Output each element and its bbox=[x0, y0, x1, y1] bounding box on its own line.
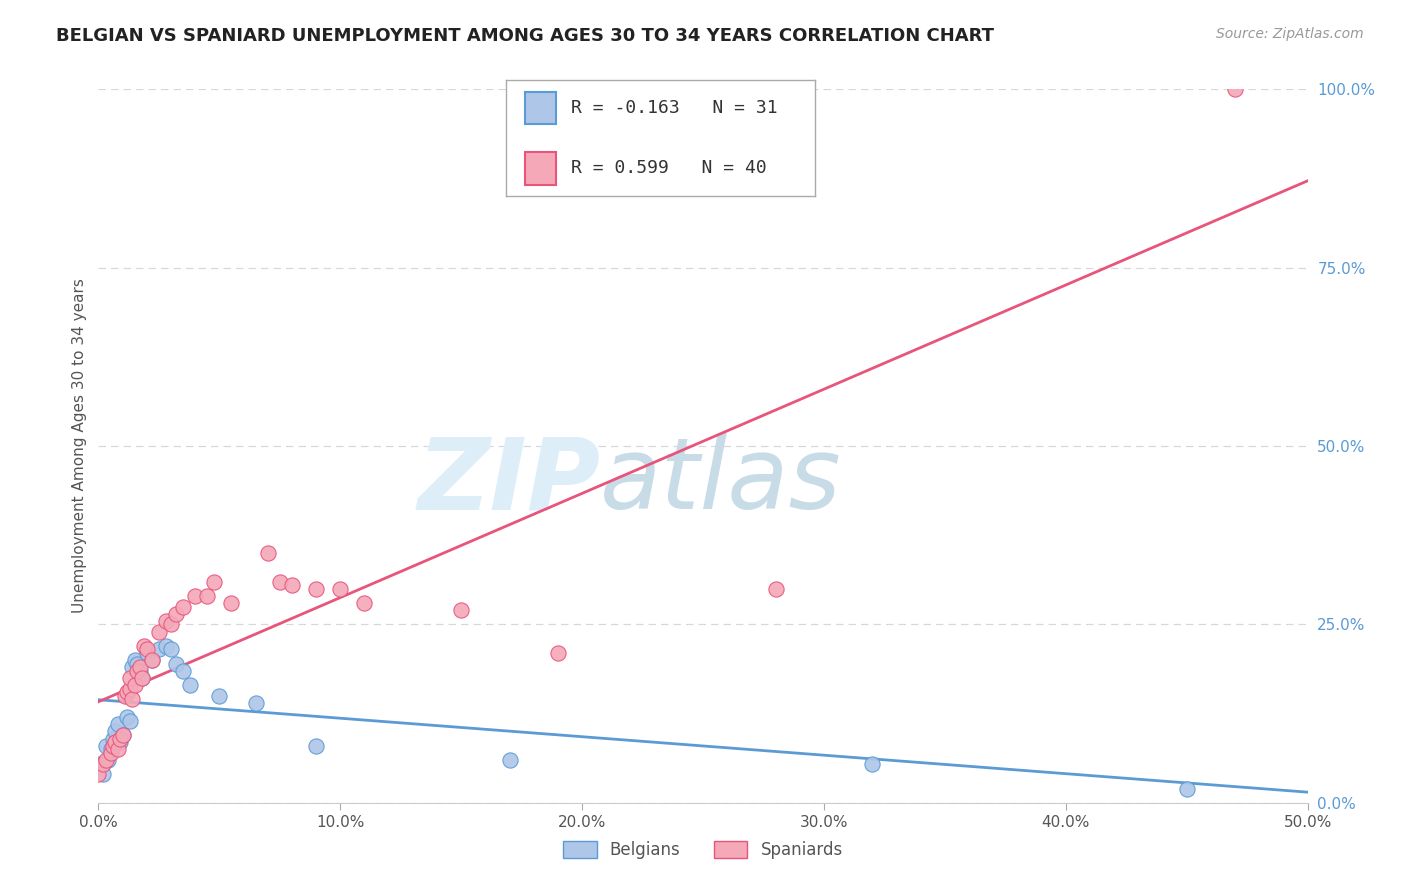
Point bbox=[172, 599, 194, 614]
FancyBboxPatch shape bbox=[524, 153, 555, 185]
Point bbox=[114, 689, 136, 703]
Point bbox=[281, 578, 304, 592]
Point bbox=[94, 739, 117, 753]
Point bbox=[111, 728, 134, 742]
Point bbox=[127, 657, 149, 671]
Point bbox=[135, 642, 157, 657]
Point bbox=[104, 724, 127, 739]
Point bbox=[148, 642, 170, 657]
Point bbox=[165, 657, 187, 671]
Point bbox=[108, 735, 131, 749]
Point bbox=[141, 653, 163, 667]
Point bbox=[450, 603, 472, 617]
Text: R = 0.599   N = 40: R = 0.599 N = 40 bbox=[571, 160, 766, 178]
Point bbox=[91, 767, 114, 781]
Point bbox=[1223, 82, 1246, 96]
Point bbox=[1175, 781, 1198, 796]
Point bbox=[155, 639, 177, 653]
Point bbox=[128, 660, 150, 674]
Text: BELGIAN VS SPANIARD UNEMPLOYMENT AMONG AGES 30 TO 34 YEARS CORRELATION CHART: BELGIAN VS SPANIARD UNEMPLOYMENT AMONG A… bbox=[56, 27, 994, 45]
Point bbox=[135, 646, 157, 660]
Point bbox=[124, 678, 146, 692]
Point bbox=[100, 742, 122, 756]
Y-axis label: Unemployment Among Ages 30 to 34 years: Unemployment Among Ages 30 to 34 years bbox=[72, 278, 87, 614]
Point bbox=[305, 739, 328, 753]
Point bbox=[141, 653, 163, 667]
Point bbox=[172, 664, 194, 678]
Point bbox=[128, 664, 150, 678]
Point bbox=[160, 617, 183, 632]
Point bbox=[107, 742, 129, 756]
Point bbox=[104, 735, 127, 749]
Point bbox=[118, 681, 141, 696]
Point bbox=[101, 739, 124, 753]
Point bbox=[184, 589, 207, 603]
Point bbox=[353, 596, 375, 610]
Point bbox=[121, 660, 143, 674]
Point bbox=[108, 731, 131, 746]
Point bbox=[101, 731, 124, 746]
Point bbox=[221, 596, 243, 610]
Point bbox=[195, 589, 218, 603]
Point bbox=[269, 574, 291, 589]
Point bbox=[134, 639, 156, 653]
Text: Source: ZipAtlas.com: Source: ZipAtlas.com bbox=[1216, 27, 1364, 41]
Point bbox=[121, 692, 143, 706]
Point bbox=[124, 653, 146, 667]
Point bbox=[305, 582, 328, 596]
Point bbox=[117, 685, 139, 699]
Point bbox=[118, 671, 141, 685]
Point bbox=[498, 753, 520, 767]
Point bbox=[111, 728, 134, 742]
Text: atlas: atlas bbox=[600, 434, 842, 530]
Point bbox=[100, 746, 122, 760]
Point bbox=[97, 753, 120, 767]
Point bbox=[94, 753, 117, 767]
Point bbox=[148, 624, 170, 639]
Point bbox=[547, 646, 569, 660]
Text: R = -0.163   N = 31: R = -0.163 N = 31 bbox=[571, 99, 778, 117]
Point bbox=[208, 689, 231, 703]
Point bbox=[765, 582, 787, 596]
Text: ZIP: ZIP bbox=[418, 434, 600, 530]
Point bbox=[87, 756, 110, 771]
Point bbox=[179, 678, 201, 692]
FancyBboxPatch shape bbox=[524, 92, 555, 124]
Point bbox=[118, 714, 141, 728]
Point bbox=[87, 767, 110, 781]
Point bbox=[245, 696, 267, 710]
Point bbox=[127, 664, 149, 678]
Point bbox=[256, 546, 278, 560]
Point bbox=[204, 574, 226, 589]
Point bbox=[131, 671, 153, 685]
Point bbox=[165, 607, 187, 621]
Point bbox=[117, 710, 139, 724]
Point bbox=[329, 582, 352, 596]
Point bbox=[107, 717, 129, 731]
Point bbox=[860, 756, 883, 771]
Point bbox=[160, 642, 183, 657]
Point bbox=[155, 614, 177, 628]
Point bbox=[91, 756, 114, 771]
Legend: Belgians, Spaniards: Belgians, Spaniards bbox=[557, 834, 849, 866]
Point bbox=[131, 671, 153, 685]
